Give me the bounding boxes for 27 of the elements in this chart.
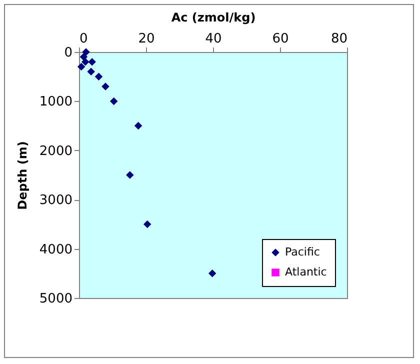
- point: [208, 270, 216, 278]
- point: [126, 171, 134, 179]
- x-tick-label: 60: [272, 32, 289, 46]
- y-tick-label: 5000: [39, 292, 72, 306]
- y-tick-label: 2000: [39, 144, 72, 159]
- x-tick-label: 80: [330, 32, 348, 46]
- y-tick-label: 3000: [39, 193, 72, 208]
- y-tick-label: 4000: [39, 242, 72, 258]
- y-tick-label: 0: [64, 46, 72, 60]
- point: [102, 82, 110, 90]
- point: [110, 97, 118, 106]
- x-axis-title: Ac (zmol/kg): [171, 10, 256, 24]
- legend-label: Atlantic: [285, 266, 327, 278]
- legend-label: Pacific: [285, 246, 320, 258]
- point: [94, 72, 103, 80]
- point: [77, 62, 86, 71]
- point: [88, 58, 96, 66]
- point: [81, 58, 90, 66]
- y-axis-title: Depth (m): [15, 141, 30, 210]
- x-tick-label: 0: [80, 32, 88, 46]
- point: [143, 220, 152, 228]
- point: [87, 68, 95, 76]
- y-tick-label: 1000: [39, 94, 72, 110]
- point: [80, 53, 88, 61]
- point: [134, 122, 142, 130]
- x-tick-label: 40: [205, 32, 222, 46]
- x-tick-label: 20: [138, 32, 155, 46]
